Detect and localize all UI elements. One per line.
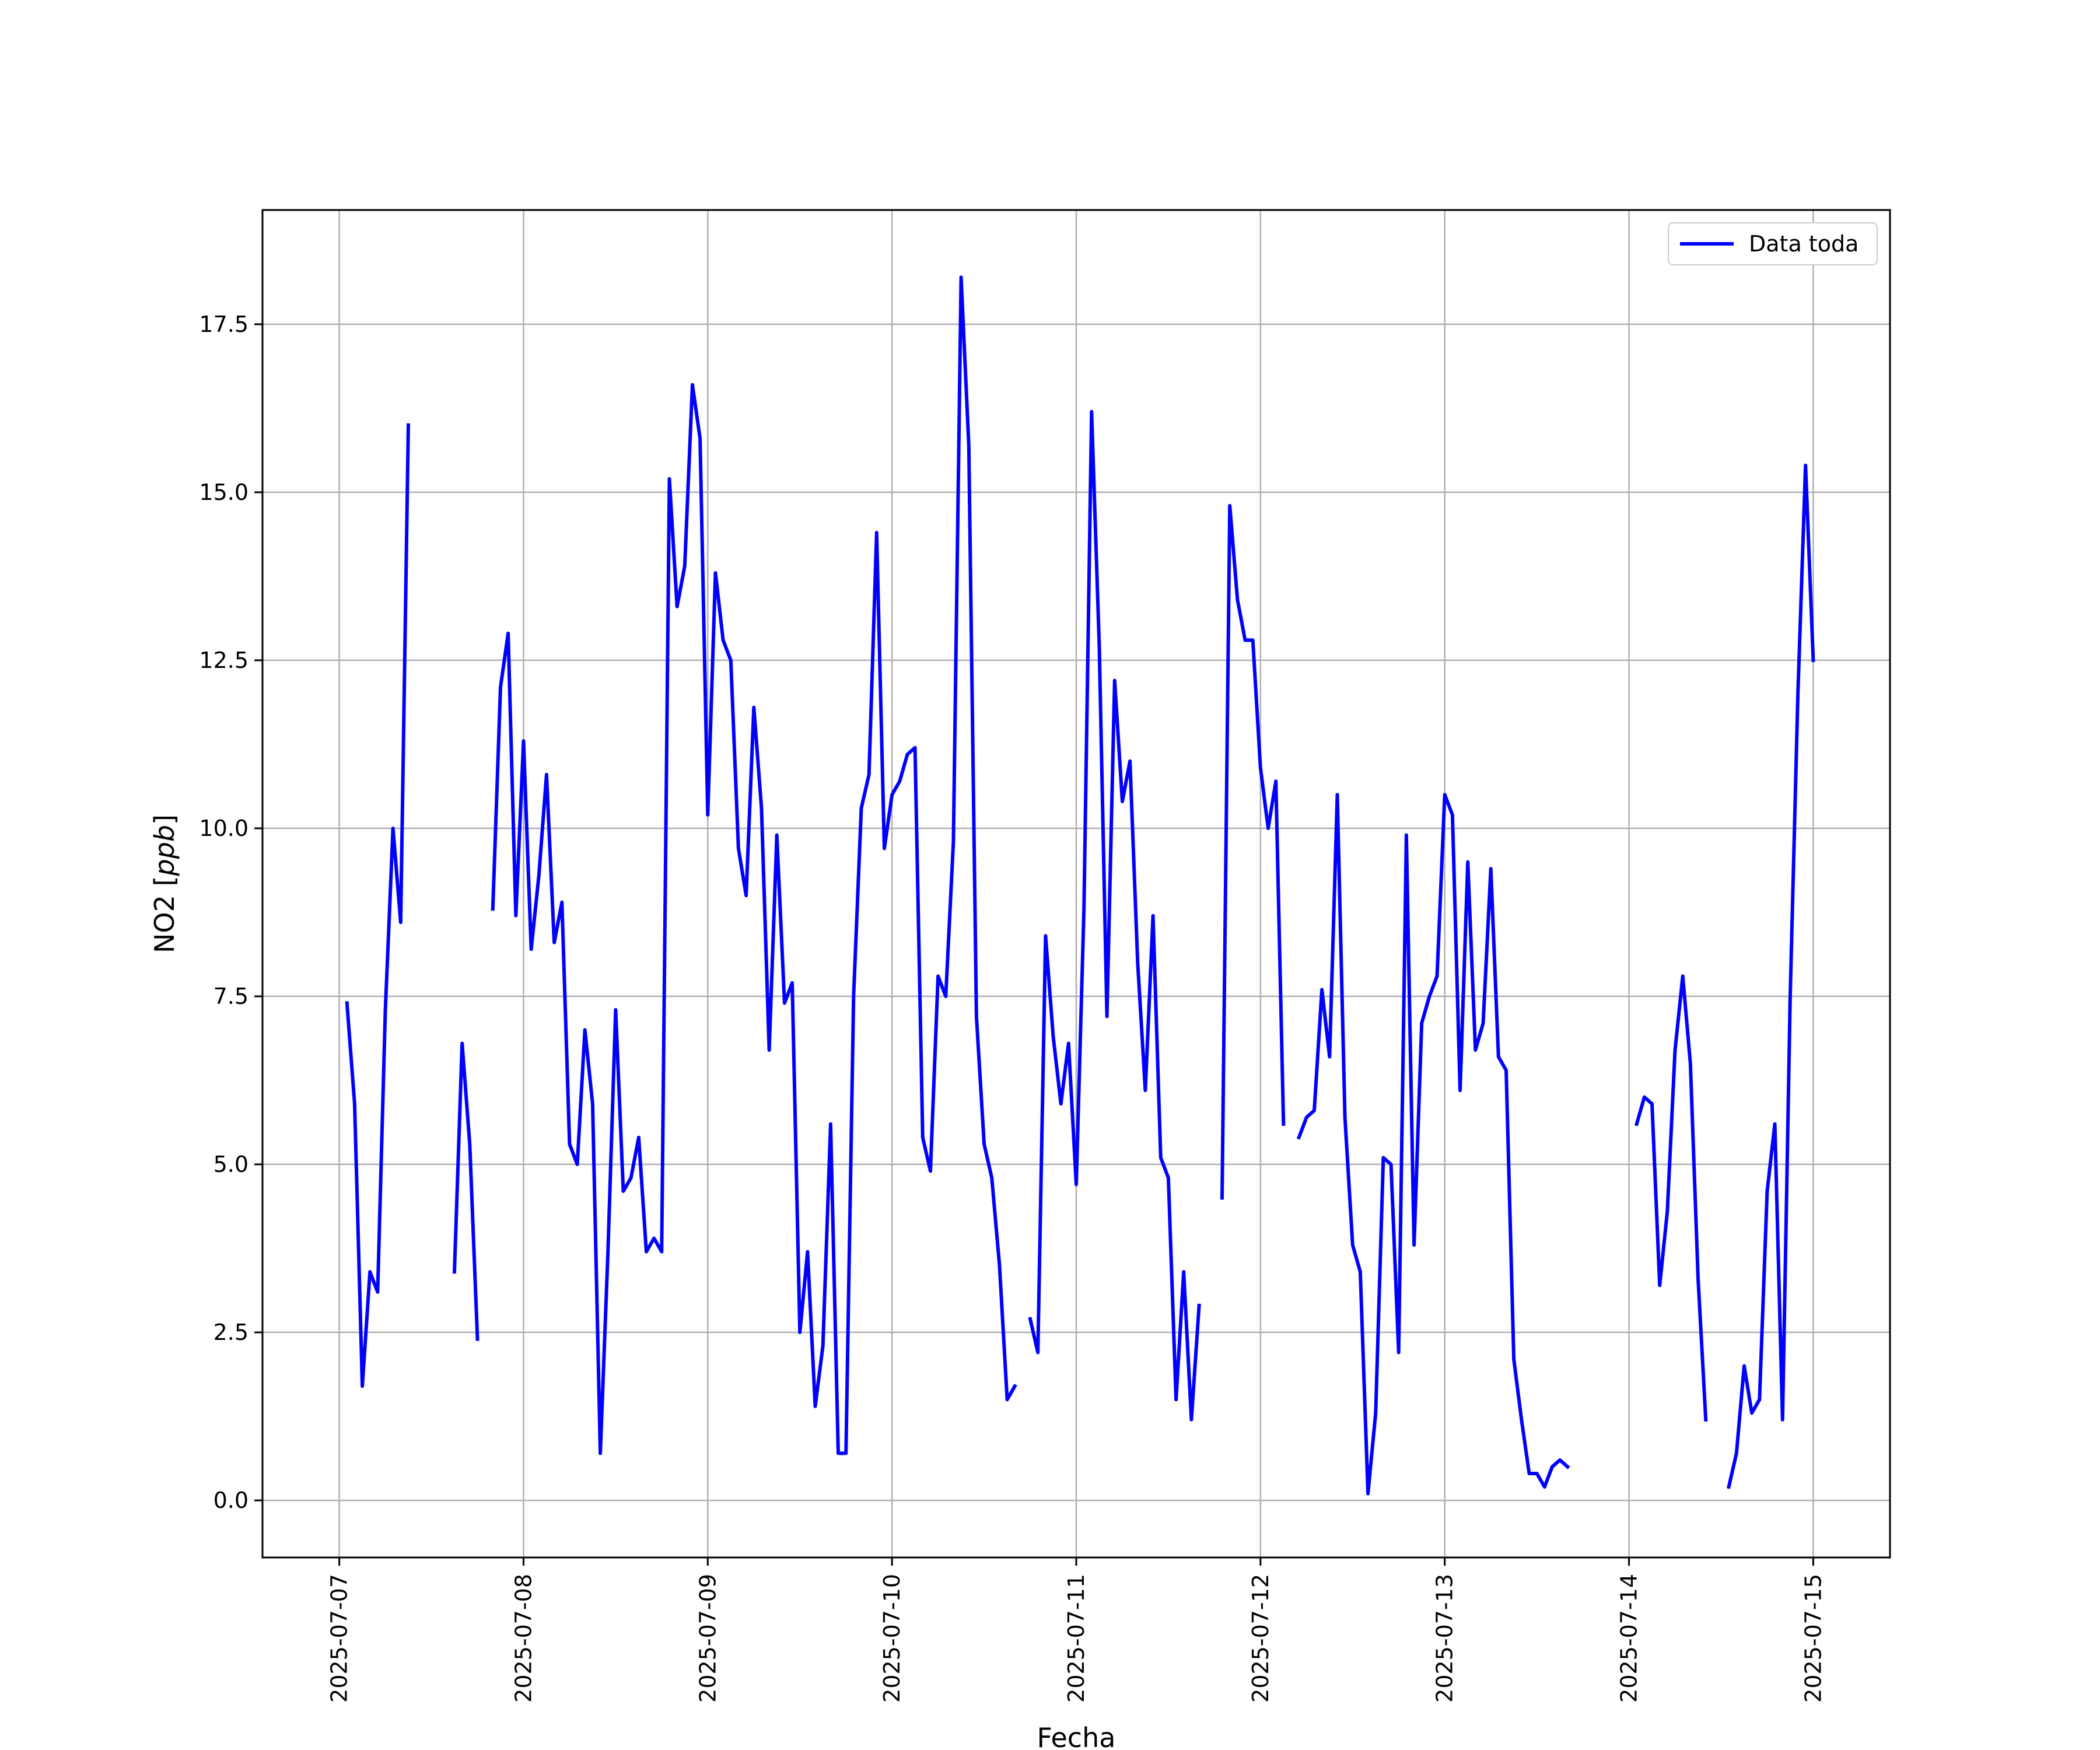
series-line-segment	[345, 423, 411, 1388]
y-tick-label: 5.0	[214, 1152, 249, 1177]
y-tick-label: 12.5	[199, 648, 249, 673]
y-tick-label: 10.0	[199, 816, 249, 841]
series-line-segment	[1727, 463, 1815, 1489]
x-axis-ticks: 2025-07-07 2025-07-08 2025-07-09 2025-07-10…	[327, 1558, 1826, 1703]
x-tick-label: 2025-07-08	[510, 1574, 536, 1703]
grid-lines	[262, 210, 1890, 1558]
y-tick-label: 2.5	[214, 1320, 249, 1345]
x-tick-label: 2025-07-12	[1248, 1574, 1273, 1703]
y-tick-label: 7.5	[214, 984, 249, 1009]
x-tick-label: 2025-07-10	[879, 1574, 905, 1703]
legend: Data toda	[1668, 222, 1878, 265]
x-tick-label: 2025-07-14	[1616, 1574, 1642, 1703]
y-tick-label: 17.5	[199, 312, 249, 337]
x-tick-label: 2025-07-13	[1432, 1574, 1458, 1703]
y-tick-label: 0.0	[214, 1488, 249, 1513]
x-tick-label: 2025-07-15	[1800, 1574, 1826, 1703]
legend-box	[1668, 222, 1878, 265]
x-tick-label: 2025-07-11	[1063, 1574, 1089, 1703]
x-axis-label: Fecha	[1037, 1722, 1116, 1750]
legend-label: Data toda	[1749, 231, 1859, 257]
y-axis-label: NO2 [ppb]	[149, 814, 180, 953]
y-tick-label: 15.0	[199, 480, 249, 505]
y-axis-ticks: 0.0 2.5 5.0 7.5 10.0 12.5 15.0 17.5	[199, 312, 262, 1513]
series-line-segment	[1220, 503, 1286, 1200]
series-line-segment	[1296, 793, 1570, 1496]
series-line-segment	[491, 275, 1017, 1455]
series-line-segment	[1028, 410, 1201, 1422]
x-tick-label: 2025-07-09	[695, 1574, 720, 1703]
series-line-segment	[1634, 974, 1708, 1422]
series-lines	[345, 275, 1815, 1496]
x-tick-label: 2025-07-07	[327, 1574, 352, 1703]
series-line-segment	[452, 1041, 480, 1341]
